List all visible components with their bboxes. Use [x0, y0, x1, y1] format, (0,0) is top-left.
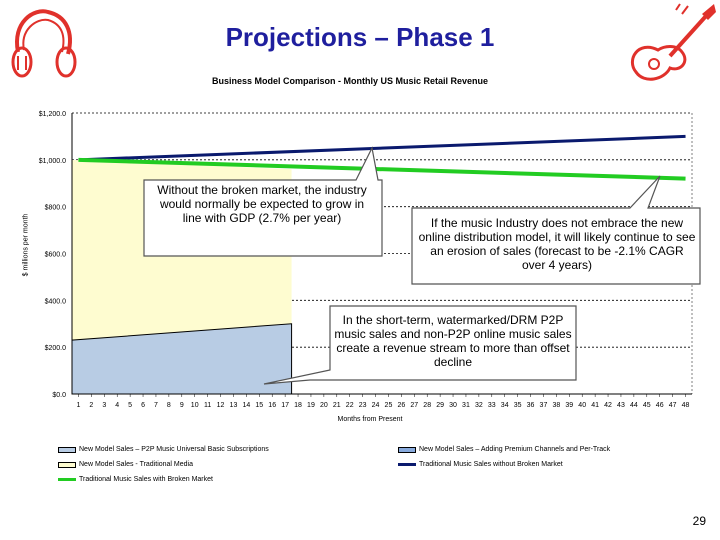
series-line-with-broken — [78, 157, 686, 181]
x-tick-label: 14 — [242, 402, 250, 409]
legend-swatch — [58, 461, 76, 468]
x-tick-label: 36 — [527, 402, 535, 409]
legend-item-traditional-media: New Model Sales - Traditional Media — [58, 461, 193, 468]
x-tick-label: 47 — [669, 402, 677, 409]
x-tick-label: 3 — [102, 402, 106, 409]
headphones-icon — [11, 9, 77, 78]
callout-bubble-erosion — [411, 175, 701, 285]
callout-bubble-offset — [263, 305, 577, 385]
x-tick-label: 30 — [449, 402, 457, 409]
y-tick-label: $200.0 — [45, 345, 67, 352]
x-tick-label: 25 — [385, 402, 393, 409]
legend-label: New Model Sales – P2P Music Universal Ba… — [79, 446, 269, 453]
y-tick-label: $400.0 — [45, 298, 67, 305]
y-tick-label: $1,000.0 — [39, 158, 66, 165]
x-tick-label: 15 — [255, 402, 263, 409]
legend-swatch — [58, 446, 76, 453]
legend-label: New Model Sales – Adding Premium Channel… — [419, 446, 611, 453]
x-tick-label: 4 — [115, 402, 119, 409]
x-tick-label: 26 — [397, 402, 405, 409]
chart-title: Business Model Comparison - Monthly US M… — [211, 76, 489, 86]
y-tick-label: $800.0 — [45, 205, 67, 212]
x-tick-label: 8 — [167, 402, 171, 409]
x-tick-label: 23 — [359, 402, 367, 409]
x-tick-label: 28 — [423, 402, 431, 409]
x-tick-label: 43 — [617, 402, 625, 409]
x-tick-label: 13 — [230, 402, 238, 409]
callout-bubble-growth — [143, 146, 383, 257]
x-tick-label: 42 — [604, 402, 612, 409]
legend-swatch — [398, 463, 416, 466]
x-tick-label: 9 — [180, 402, 184, 409]
legend-item-without-broken: Traditional Music Sales without Broken M… — [398, 461, 563, 468]
callout-growth: Without the broken market, the industry … — [157, 183, 367, 225]
slide-title: Projections – Phase 1 — [225, 22, 495, 52]
legend-label: Traditional Music Sales with Broken Mark… — [79, 476, 213, 483]
legend-label: New Model Sales - Traditional Media — [79, 461, 193, 468]
x-tick-label: 31 — [462, 402, 470, 409]
legend-label: Traditional Music Sales without Broken M… — [419, 461, 563, 468]
x-tick-label: 11 — [204, 402, 211, 409]
x-tick-label: 39 — [565, 402, 573, 409]
x-tick-label: 40 — [578, 402, 586, 409]
x-tick-label: 37 — [540, 402, 548, 409]
guitar-icon — [630, 3, 716, 81]
x-tick-label: 2 — [89, 402, 93, 409]
x-tick-label: 41 — [591, 402, 599, 409]
x-tick-label: 12 — [217, 402, 225, 409]
x-tick-label: 22 — [346, 402, 354, 409]
series-line-without-broken — [78, 134, 686, 162]
callout-erosion: If the music Industry does not embrace t… — [418, 216, 696, 272]
x-tick-label: 5 — [128, 402, 132, 409]
y-axis-label: $ millions per month — [22, 213, 30, 277]
legend-item-premium: New Model Sales – Adding Premium Channel… — [398, 446, 610, 453]
x-tick-label: 33 — [488, 402, 496, 409]
x-tick-label: 34 — [501, 402, 509, 409]
legend-swatch — [398, 446, 416, 453]
x-tick-label: 17 — [281, 402, 289, 409]
x-tick-label: 45 — [643, 402, 651, 409]
y-tick-label: $600.0 — [45, 252, 67, 259]
x-tick-label: 7 — [154, 402, 158, 409]
x-tick-label: 29 — [436, 402, 444, 409]
x-tick-label: 20 — [320, 402, 328, 409]
legend-item-new-p2p: New Model Sales – P2P Music Universal Ba… — [58, 446, 269, 453]
legend-swatch — [58, 478, 76, 481]
x-tick-label: 27 — [410, 402, 418, 409]
x-axis-label: Months from Present — [337, 416, 403, 423]
x-tick-label: 19 — [307, 402, 315, 409]
x-tick-label: 35 — [514, 402, 522, 409]
x-tick-label: 44 — [630, 402, 638, 409]
x-tick-label: 16 — [268, 402, 276, 409]
x-tick-label: 18 — [294, 402, 302, 409]
callout-offset: In the short-term, watermarked/DRM P2P m… — [334, 313, 572, 369]
x-tick-label: 24 — [372, 402, 380, 409]
x-tick-label: 32 — [475, 402, 483, 409]
x-tick-label: 6 — [141, 402, 145, 409]
x-tick-label: 21 — [333, 402, 341, 409]
legend-item-with-broken: Traditional Music Sales with Broken Mark… — [58, 476, 213, 483]
y-tick-label: $1,200.0 — [39, 111, 66, 118]
page-number: 29 — [692, 514, 706, 528]
y-tick-label: $0.0 — [52, 392, 66, 399]
x-tick-label: 1 — [77, 402, 81, 409]
x-tick-label: 10 — [191, 402, 199, 409]
x-tick-label: 48 — [682, 402, 690, 409]
x-tick-label: 46 — [656, 402, 664, 409]
x-tick-label: 38 — [552, 402, 560, 409]
